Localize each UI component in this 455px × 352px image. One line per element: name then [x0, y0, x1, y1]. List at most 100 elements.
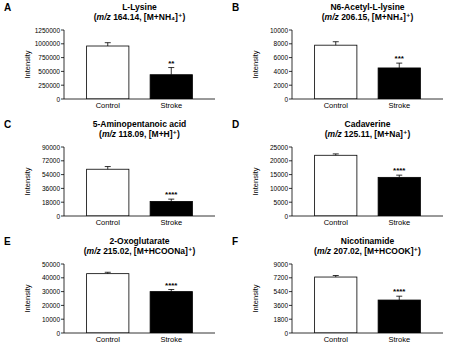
panel: C5-Aminopentanoic acid(m/z 118.09, [M+H]… [4, 119, 215, 227]
bar [378, 68, 420, 99]
subtitle-part: 164.14, [M+NH₄]⁺) [111, 12, 186, 22]
y-tick [61, 85, 64, 86]
y-tick-label: 36000 [42, 185, 60, 192]
y-tick [289, 160, 292, 161]
y-tick [61, 277, 64, 278]
y-tick-label: 40000 [42, 274, 60, 281]
subtitle-part: m/z [325, 12, 340, 22]
y-tick [61, 202, 64, 203]
y-tick-label: 1000000 [35, 40, 61, 47]
x-tick-label: Stroke [160, 335, 182, 344]
y-tick [61, 216, 64, 217]
y-tick [289, 85, 292, 86]
x-tick-label: Control [96, 218, 121, 227]
bar [150, 201, 192, 216]
y-tick [289, 291, 292, 292]
x-tick-label: Stroke [160, 101, 182, 110]
y-tick-label: 10000 [270, 27, 288, 34]
x-axis [292, 216, 443, 217]
y-axis-label: Intensity [23, 50, 32, 78]
x-axis [64, 216, 215, 217]
significance: *** [395, 54, 405, 63]
y-tick [289, 319, 292, 320]
error-bar [333, 154, 339, 155]
panel-label: C [4, 119, 11, 130]
error-cap [333, 41, 339, 42]
y-tick-label: 10000 [270, 185, 288, 192]
marks [315, 42, 421, 99]
y-tick-label: 54000 [42, 171, 60, 178]
y-tick-label: 50000 [42, 261, 60, 268]
panel: FNicotinamide(m/z 207.02, [M+HCOOK]⁺)Int… [232, 236, 443, 344]
panel: AL-Lysine(m/z 164.14, [M+NH₄]⁺)Intensity… [4, 2, 215, 110]
bar [150, 292, 192, 333]
y-tick [289, 202, 292, 203]
error-stem [107, 43, 108, 46]
x-axis [64, 99, 215, 100]
marks [315, 154, 421, 216]
y-tick-label: 0 [284, 213, 288, 220]
y-tick-label: 30000 [42, 288, 60, 295]
y-tick-label: 5400 [274, 288, 289, 295]
y-tick [289, 147, 292, 148]
subtitle-part: m/z [102, 129, 117, 139]
marks [315, 276, 421, 334]
panel-label: F [232, 236, 238, 247]
y-tick [289, 99, 292, 100]
y-tick [289, 188, 292, 189]
y-tick-label: 750000 [38, 54, 60, 61]
y-tick [61, 99, 64, 100]
error-bar [105, 272, 111, 273]
error-cap [333, 275, 339, 276]
error-bar [333, 42, 339, 45]
y-tick-label: 8000 [274, 40, 289, 47]
error-bar [333, 276, 339, 278]
y-tick [289, 216, 292, 217]
y-tick [61, 43, 64, 44]
panel-label: B [232, 2, 239, 13]
error-bar [168, 68, 174, 75]
error-cap [105, 272, 111, 273]
y-axis-label: Intensity [251, 284, 260, 312]
y-tick [289, 305, 292, 306]
subtitle-part: m/z [317, 246, 332, 256]
y-tick-label: 20000 [42, 302, 60, 309]
x-axis [292, 99, 443, 100]
y-tick-label: 9000 [274, 261, 289, 268]
bar [87, 46, 129, 99]
significance: **** [165, 190, 178, 199]
error-stem [171, 68, 172, 75]
y-tick [61, 264, 64, 265]
x-tick-label: Control [96, 101, 121, 110]
x-tick-label: Stroke [388, 101, 410, 110]
y-axis [292, 30, 293, 99]
y-tick [61, 333, 64, 334]
y-tick [289, 277, 292, 278]
title: Cadaverine [345, 119, 391, 129]
error-bar [105, 167, 111, 170]
y-tick-label: 0 [56, 330, 60, 337]
y-tick [61, 305, 64, 306]
bar [150, 75, 192, 99]
significance: **** [165, 281, 178, 290]
marks [87, 167, 193, 216]
bar [87, 169, 129, 216]
y-tick-label: 10000 [42, 316, 60, 323]
y-tick-label: 0 [56, 213, 60, 220]
title: 2-Oxoglutarate [110, 236, 170, 246]
y-tick-label: 72000 [42, 157, 60, 164]
y-tick-label: 1800 [274, 316, 289, 323]
y-tick [289, 264, 292, 265]
title: L-Lysine [122, 2, 157, 12]
y-tick-label: 4000 [274, 68, 289, 75]
error-stem [399, 296, 400, 300]
y-tick-label: 15000 [270, 171, 288, 178]
panel: E2-Oxoglutarate(m/z 215.02, [M+HCOONa]⁺)… [4, 236, 215, 344]
subtitle-part: 206.15, [M+NH₄]⁺) [339, 12, 414, 22]
subtitle-part: m/z [97, 12, 112, 22]
y-tick [289, 30, 292, 31]
y-axis [64, 147, 65, 216]
y-tick [61, 147, 64, 148]
x-tick-label: Stroke [160, 218, 182, 227]
error-stem [399, 63, 400, 68]
